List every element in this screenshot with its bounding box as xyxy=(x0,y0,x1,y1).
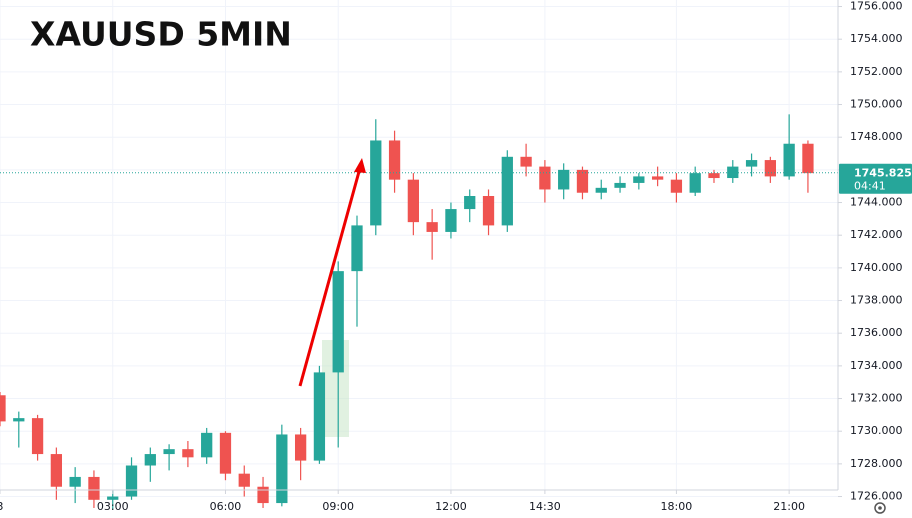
arrow xyxy=(298,167,362,387)
y-tick-label: 1754.000 xyxy=(850,32,903,45)
candle-body xyxy=(182,449,194,458)
candle-body xyxy=(125,465,138,497)
x-tick-label: 03:00 xyxy=(97,500,129,513)
candle-body xyxy=(802,143,814,174)
candle-body xyxy=(539,166,551,190)
x-tick-label: 21:00 xyxy=(773,500,805,513)
countdown-label: 04:41 xyxy=(854,180,886,193)
y-tick-label: 1748.000 xyxy=(850,130,903,143)
candle-body xyxy=(651,176,664,180)
x-tick-label: 12:00 xyxy=(435,500,467,513)
y-tick-label: 1736.000 xyxy=(850,326,903,339)
candle-body xyxy=(163,449,175,455)
candle-body xyxy=(633,176,645,183)
candle-body xyxy=(50,454,63,487)
candle-body xyxy=(370,140,382,226)
candle-body xyxy=(219,432,232,474)
candle-body xyxy=(670,179,683,193)
candle-body xyxy=(144,454,156,466)
candle-body xyxy=(351,225,363,272)
settings-icon[interactable] xyxy=(874,502,886,514)
candle-body xyxy=(69,476,81,487)
y-tick-label: 1756.000 xyxy=(850,0,903,13)
candle-body xyxy=(332,271,344,373)
candle-body xyxy=(388,140,401,180)
y-tick-label: 1732.000 xyxy=(850,392,903,405)
y-tick-label: 1752.000 xyxy=(850,65,903,78)
y-tick-label: 1742.000 xyxy=(850,228,903,241)
candle-body xyxy=(558,169,570,190)
candle-body xyxy=(0,395,6,422)
candle-body xyxy=(445,209,457,232)
y-tick-label: 1738.000 xyxy=(850,294,903,307)
candle-body xyxy=(407,179,419,223)
candle-body xyxy=(576,169,589,193)
candle-body xyxy=(520,156,532,167)
candle-body xyxy=(313,372,326,461)
arrow-head xyxy=(354,158,366,173)
y-tick-label: 1730.000 xyxy=(850,424,903,437)
x-tick-label: 06:00 xyxy=(210,500,242,513)
last-price-label: 1745.825 xyxy=(854,167,912,180)
candle-body xyxy=(276,434,288,504)
candle-body xyxy=(689,173,701,193)
y-tick-label: 1734.000 xyxy=(850,359,903,372)
y-tick-label: 1728.000 xyxy=(850,457,903,470)
candle-body xyxy=(201,432,213,458)
x-tick-label: 14:30 xyxy=(529,500,561,513)
candle-body xyxy=(31,418,44,455)
candle-body xyxy=(764,160,776,177)
candle-body xyxy=(464,196,476,210)
x-tick-label: 18:00 xyxy=(661,500,693,513)
candle-body xyxy=(595,187,607,193)
y-tick-label: 1750.000 xyxy=(850,98,903,111)
candle-body xyxy=(708,173,720,179)
candle-body xyxy=(783,143,795,177)
candle-body xyxy=(13,418,25,422)
candles xyxy=(0,114,838,510)
y-tick-label: 1726.000 xyxy=(850,490,903,503)
candle-body xyxy=(614,182,626,188)
candle-body xyxy=(501,156,513,226)
y-tick-label: 1740.000 xyxy=(850,261,903,274)
y-tick-label: 1744.000 xyxy=(850,196,903,209)
candle-body xyxy=(294,434,307,461)
candle-body xyxy=(257,486,269,504)
candle-body xyxy=(426,222,438,232)
x-tick-label: 09:00 xyxy=(322,500,354,513)
x-tick-label: 3 xyxy=(0,500,4,513)
candle-body xyxy=(107,496,119,500)
candle-body xyxy=(88,476,100,500)
candle-body xyxy=(482,196,495,226)
last-price-box xyxy=(839,163,912,194)
candle-body xyxy=(238,473,250,487)
chart-title: XAUUSD 5MIN xyxy=(30,15,292,54)
candle-body xyxy=(745,160,758,167)
grid xyxy=(0,0,838,498)
